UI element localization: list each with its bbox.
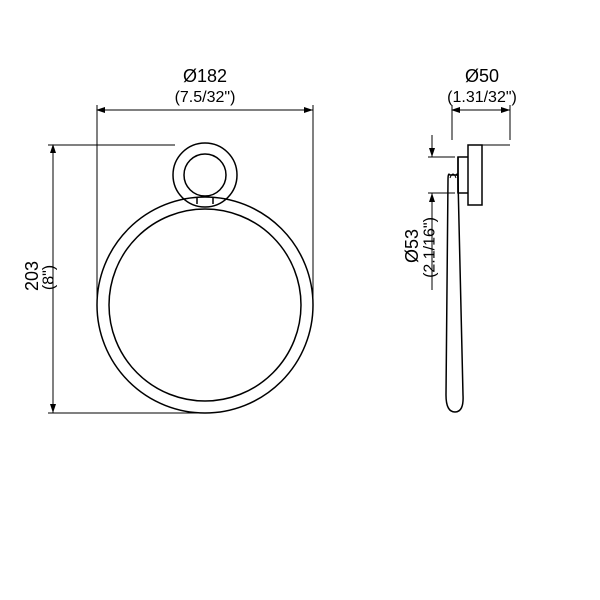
towel-ring (97, 197, 313, 413)
dim-flange-width: Ø50 (1.31/32") (447, 66, 517, 145)
wall-flange (468, 145, 482, 205)
dim-height-mm: 203 (22, 261, 42, 291)
dim-flange-mm: Ø50 (465, 66, 499, 86)
dim-mount-in: (2.1/16") (422, 217, 439, 278)
dim-flange-in: (1.31/32") (447, 89, 517, 106)
dim-mount-mm: Ø53 (402, 229, 422, 263)
dim-width-in: (7.5/32") (175, 89, 236, 106)
dim-width: Ø182 (7.5/32") (97, 66, 313, 300)
mount-cylinder (458, 157, 468, 193)
technical-drawing: Ø182 (7.5/32") 203 (8") (0, 0, 600, 600)
dim-width-mm: Ø182 (183, 66, 227, 86)
front-view: Ø182 (7.5/32") 203 (8") (22, 66, 313, 413)
stem (197, 198, 213, 204)
dim-height: 203 (8") (22, 145, 200, 413)
dim-height-in: (8") (41, 265, 58, 290)
ring-edge (446, 174, 463, 412)
side-view: Ø50 (1.31/32") Ø53 (2.1/16") (402, 66, 517, 412)
